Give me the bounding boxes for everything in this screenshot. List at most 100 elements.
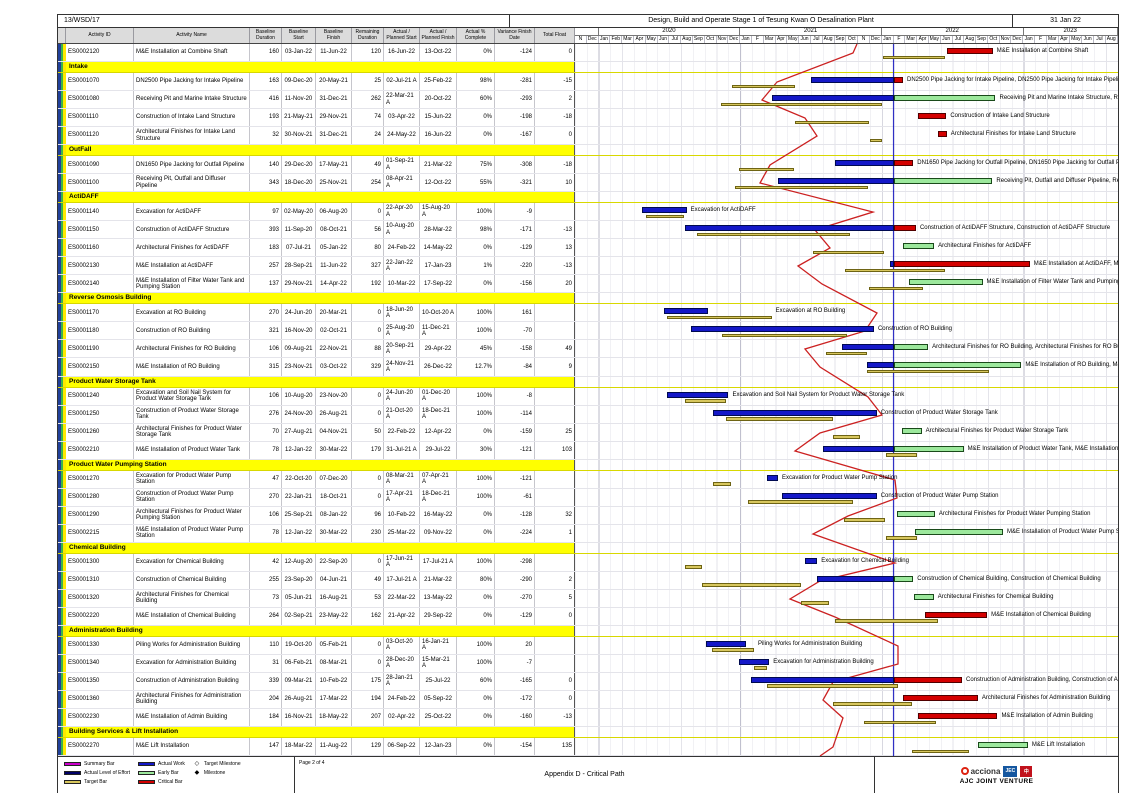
actual-work-bar	[778, 178, 894, 185]
band-stripe	[63, 625, 66, 636]
actual-pct-complete: 100%	[457, 304, 495, 322]
target-bar	[684, 399, 726, 403]
legend-label: Actual Level of Effort	[84, 770, 131, 776]
actual-planned-finish: 12-Oct-22	[420, 174, 457, 192]
total-float: 20	[535, 275, 575, 293]
band-stripe	[63, 127, 66, 145]
band-stripe	[58, 727, 61, 738]
band-stripe	[63, 340, 66, 358]
activity-id: ES0002120	[66, 44, 134, 62]
band-stripe	[61, 636, 63, 654]
band-stripe	[58, 127, 61, 145]
gantt-bar-label: M&E Installation of Filter Water Tank an…	[986, 279, 1118, 286]
timeline-month-label: Aug	[823, 36, 835, 43]
baseline-start: 12-Aug-20	[282, 553, 316, 571]
baseline-start: 16-Nov-20	[282, 322, 316, 340]
baseline-finish: 31-Dec-21	[316, 91, 352, 109]
baseline-finish: 16-Aug-21	[316, 589, 352, 607]
actual-work-bar	[834, 160, 894, 167]
band-stripe	[63, 589, 66, 607]
activity-id: ES0001320	[66, 589, 134, 607]
band-stripe	[63, 322, 66, 340]
actual-work-bar	[690, 326, 874, 333]
activity-name: Construction of Intake Land Structure	[134, 109, 250, 127]
gantt-bar-label: DN2500 Pipe Jacking for Intake Pipeline,…	[907, 77, 1118, 84]
band-stripe	[58, 441, 61, 459]
activity-id: ES0001350	[66, 672, 134, 690]
band-stripe	[63, 506, 66, 524]
band-stripe	[61, 322, 63, 340]
remaining-duration: 0	[352, 470, 384, 488]
target-bar	[886, 453, 918, 457]
actual-planned-finish: 17-Sep-22	[420, 275, 457, 293]
band-stripe	[61, 340, 63, 358]
gantt-bar-label: Construction of RO Building	[877, 326, 953, 333]
actual-planned-start: 22-Mar-21 A	[384, 91, 420, 109]
total-float: 0	[535, 44, 575, 62]
baseline-start: 22-Jan-21	[282, 488, 316, 506]
timeline-month-label: N	[575, 36, 587, 43]
total-float	[535, 488, 575, 506]
target-bar	[869, 138, 883, 143]
band-stripe	[61, 571, 63, 589]
timeline-month-label: Apr	[634, 36, 646, 43]
band-stripe	[58, 376, 61, 387]
early-bar	[902, 243, 935, 250]
table-row: ES0001330 Piling Works for Administration…	[58, 636, 1118, 655]
baseline-finish: 31-Dec-21	[316, 127, 352, 145]
gantt-bar-label: Construction of Product Water Pump Stati…	[880, 492, 999, 499]
band-stripe	[58, 239, 61, 257]
baseline-start: 18-Mar-22	[282, 738, 316, 756]
variance-finish-date: -8	[495, 387, 535, 405]
critical-bar	[893, 160, 914, 167]
activity-gantt-cell: M&E Installation at ActiDAFF, M&E Instal…	[575, 257, 1118, 275]
activity-name: Architectural Finishes for Administratio…	[134, 690, 250, 708]
critical-bar	[917, 713, 998, 719]
baseline-duration: 32	[250, 127, 282, 145]
timeline-month-label: Feb	[610, 36, 623, 43]
band-stripe	[58, 672, 61, 690]
band-stripe	[63, 607, 66, 625]
variance-finish-date: -298	[495, 553, 535, 571]
baseline-start: 09-Mar-21	[282, 672, 316, 690]
activity-gantt-cell: DN2500 Pipe Jacking for Intake Pipeline,…	[575, 73, 1118, 91]
band-stripe	[61, 376, 63, 387]
band-stripe	[63, 221, 66, 239]
baseline-duration: 160	[250, 44, 282, 62]
activity-gantt-cell: M&E Installation of RO Building, M&E Ins…	[575, 358, 1118, 376]
variance-finish-date: -165	[495, 672, 535, 690]
band-stripe	[63, 203, 66, 221]
baseline-duration: 183	[250, 239, 282, 257]
group-color-band	[58, 239, 66, 257]
legend-column-bars-2: Actual Work Early Bar Critical Bar	[138, 761, 185, 791]
activity-name: Construction of Product Water Pump Stati…	[134, 488, 250, 506]
actual-pct-complete: 100%	[457, 203, 495, 221]
activity-name: Excavation for ActiDAFF	[134, 203, 250, 221]
band-stripe	[61, 506, 63, 524]
actual-pct-complete: 45%	[457, 340, 495, 358]
remaining-duration: 0	[352, 488, 384, 506]
actual-planned-finish: 11-Dec-21 A	[420, 322, 457, 340]
table-row: ES0001320 Architectural Finishes for Chem…	[58, 589, 1118, 608]
band-stripe	[61, 275, 63, 293]
legend-item: Actual Work	[138, 761, 185, 767]
baseline-duration: 163	[250, 73, 282, 91]
baseline-finish: 17-Mar-22	[316, 690, 352, 708]
actual-planned-start: 20-Sep-21 A	[384, 340, 420, 358]
actual-pct-complete: 0%	[457, 506, 495, 524]
csc-logo: 中	[1020, 765, 1033, 777]
activity-name: DN2500 Pipe Jacking for Intake Pipeline	[134, 73, 250, 91]
actual-pct-complete: 0%	[457, 589, 495, 607]
baseline-duration: 140	[250, 156, 282, 174]
variance-finish-date: -293	[495, 91, 535, 109]
baseline-finish: 23-May-22	[316, 607, 352, 625]
baseline-start: 23-Sep-20	[282, 571, 316, 589]
actual-work-bar	[817, 575, 894, 582]
variance-finish-date: -198	[495, 109, 535, 127]
group-color-band	[58, 607, 66, 625]
band-stripe	[63, 709, 66, 727]
baseline-duration: 276	[250, 405, 282, 423]
band-stripe	[58, 709, 61, 727]
target-bar	[835, 619, 938, 623]
group-color-band	[58, 709, 66, 727]
